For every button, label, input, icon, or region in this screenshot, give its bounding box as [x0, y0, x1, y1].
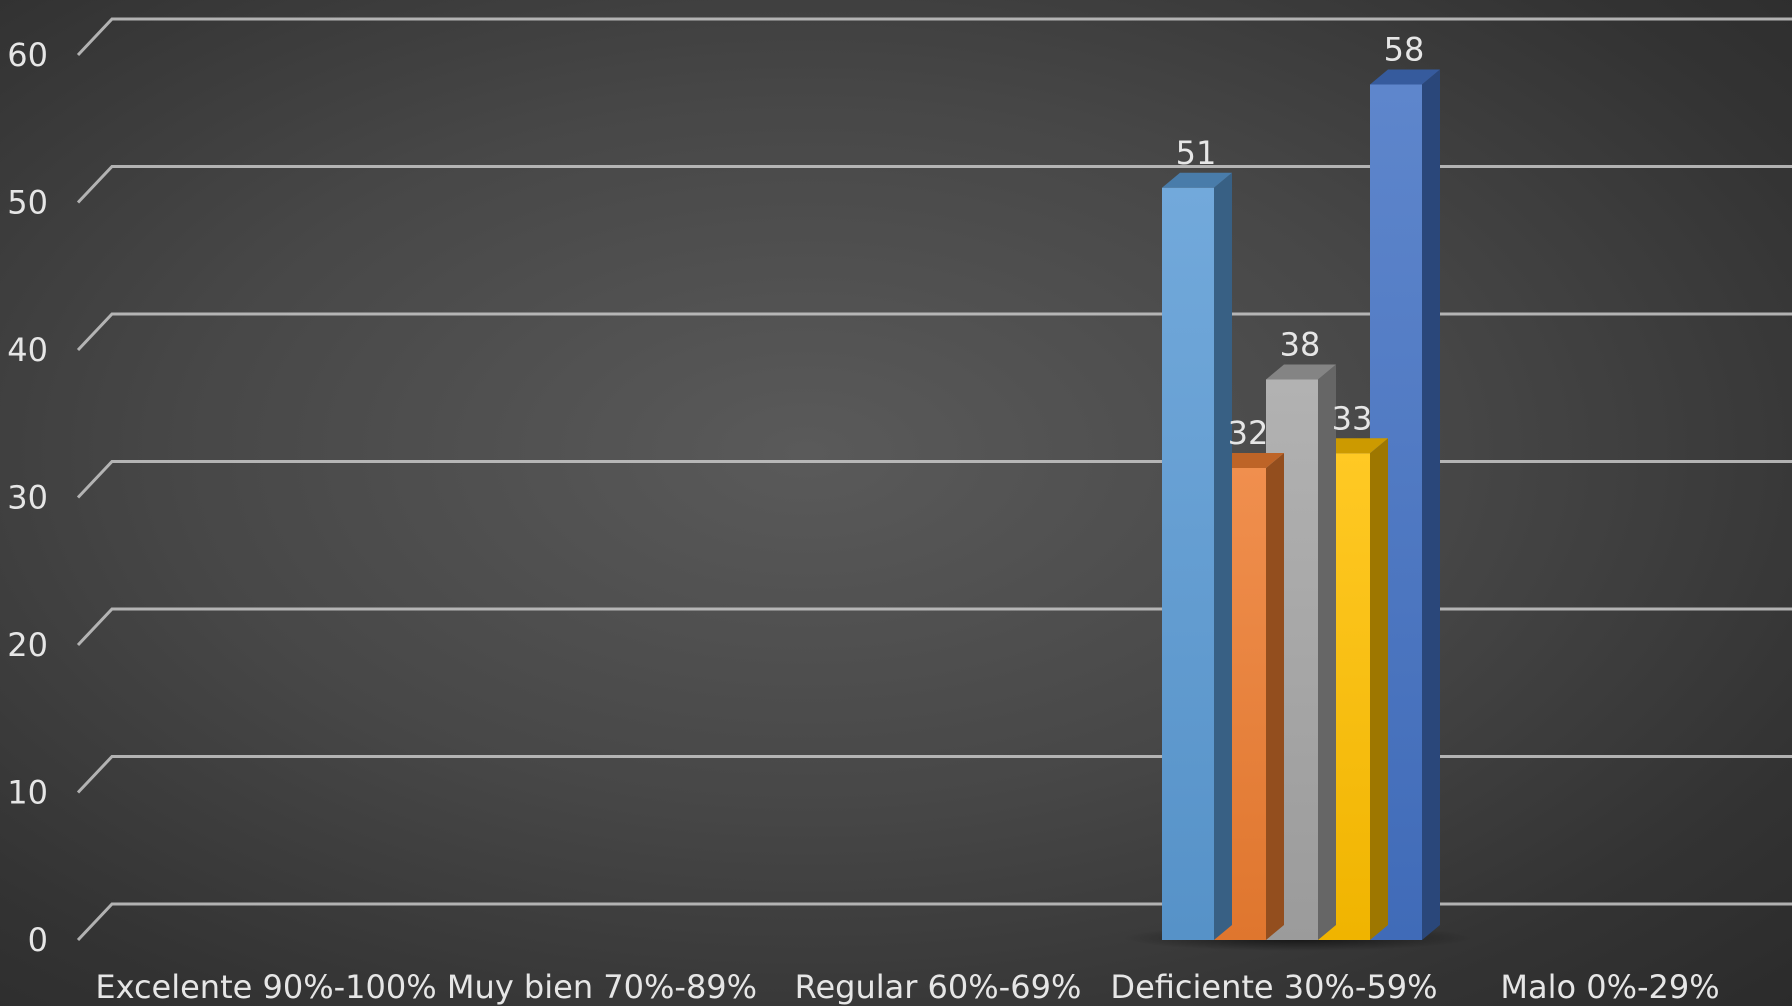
gridlines [76, 17, 1792, 942]
bar-top-face [1162, 172, 1232, 188]
y-tick-label: 0 [28, 921, 48, 959]
y-tick-label: 30 [7, 479, 48, 517]
y-tick-label: 20 [7, 626, 48, 664]
data-label: 58 [1384, 31, 1425, 69]
gridline [76, 460, 1792, 499]
category-label: Malo 0%-29% [1500, 968, 1719, 1006]
data-label: 38 [1280, 326, 1321, 364]
bar [1162, 172, 1232, 940]
bar-top-face [1266, 364, 1336, 380]
data-label: 51 [1176, 134, 1217, 172]
category-label: Deficiente 30%-59% [1110, 968, 1437, 1006]
category-label: Muy bien 70%-89% [447, 968, 757, 1006]
gridline [76, 902, 1792, 942]
data-label: 32 [1228, 414, 1269, 452]
bar-side-face [1422, 69, 1440, 940]
bar-side-face [1266, 453, 1284, 940]
gridline [76, 755, 1792, 794]
y-tick-label: 40 [7, 331, 48, 369]
bar-front-face [1162, 187, 1214, 940]
gridline [76, 165, 1792, 204]
data-label: 33 [1332, 399, 1373, 437]
bar-side-face [1214, 172, 1232, 940]
y-tick-label: 50 [7, 184, 48, 222]
category-label: Regular 60%-69% [795, 968, 1082, 1006]
bar-side-face [1370, 438, 1388, 940]
gridline [76, 17, 1792, 57]
y-tick-label: 10 [7, 774, 48, 812]
category-label: Excelente 90%-100% [95, 968, 436, 1006]
bar-side-face [1318, 364, 1336, 940]
data-labels: 58 33 38 32 51 [1176, 31, 1425, 453]
category-labels: Excelente 90%-100% Muy bien 70%-89% Regula… [95, 968, 1719, 1006]
bar-top-face [1370, 69, 1440, 85]
gridline [76, 607, 1792, 647]
bars [1162, 69, 1440, 940]
gridline [76, 312, 1792, 352]
y-axis-ticks: 0 10 20 30 40 50 60 [7, 36, 48, 959]
y-tick-label: 60 [7, 36, 48, 74]
